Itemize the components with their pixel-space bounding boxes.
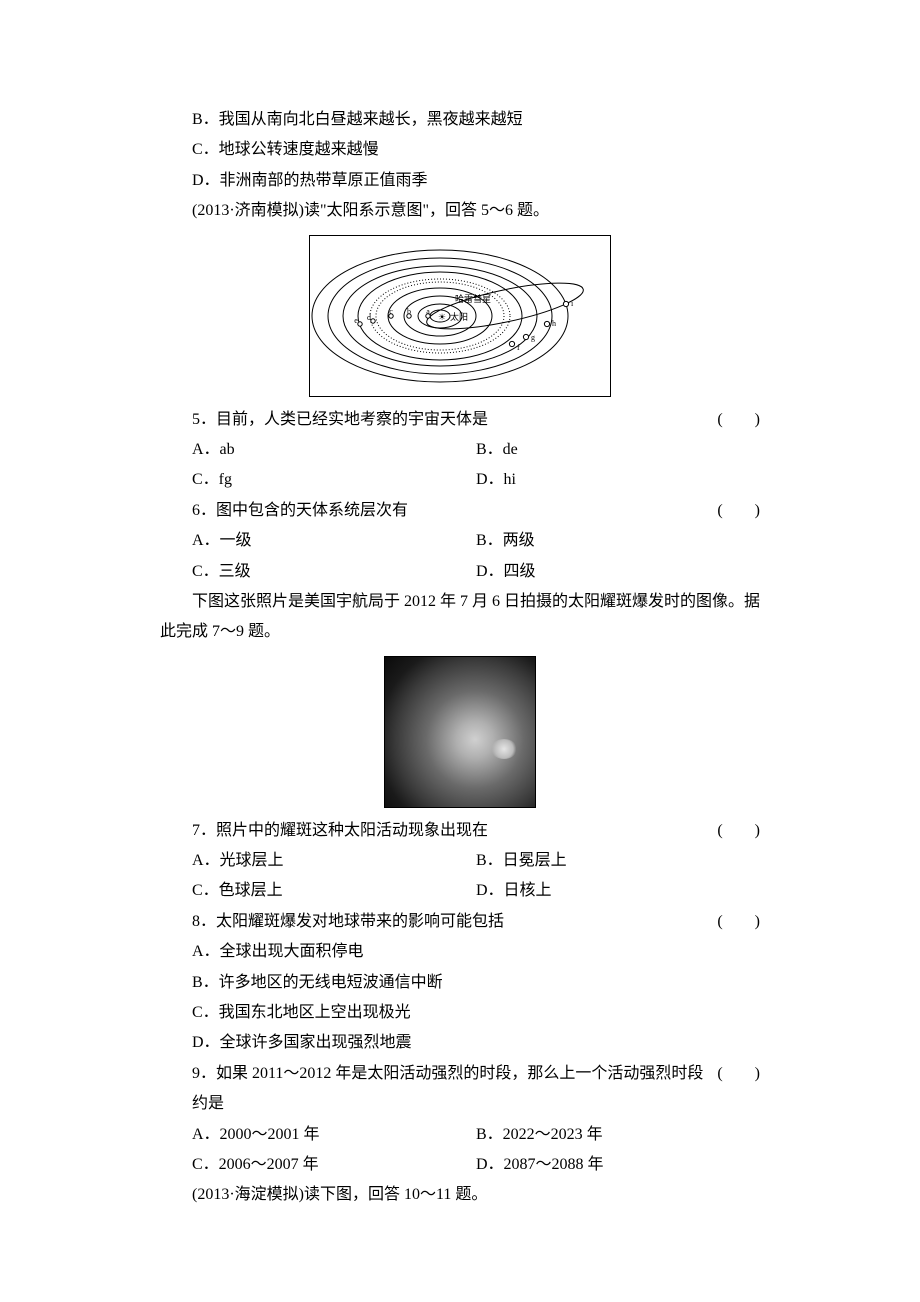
passage-intro: 下图这张照片是美国宇航局于 2012 年 7 月 6 日拍摄的太阳耀斑爆发时的图… <box>160 587 760 648</box>
option-d: D．四级 <box>476 557 760 587</box>
question-stem: 9．如果 2011～2012 年是太阳活动强烈的时段，那么上一个活动强烈时段约是 <box>160 1059 717 1120</box>
figure-sun-photo <box>160 656 760 808</box>
answer-blank: ( ) <box>717 405 760 435</box>
option-a: A．ab <box>192 435 476 465</box>
option-a: A．一级 <box>192 526 476 556</box>
option-b: B．日冕层上 <box>476 846 760 876</box>
solar-system-diagram: ☀ 太阳 哈雷彗星 a b c d e f <box>309 235 611 397</box>
figure-solar-system: ☀ 太阳 哈雷彗星 a b c d e f <box>160 235 760 397</box>
options-row: A．光球层上 B．日冕层上 <box>160 846 760 876</box>
options-row: A．ab B．de <box>160 435 760 465</box>
option-d: D．2087～2088 年 <box>476 1150 760 1180</box>
answer-blank: ( ) <box>717 907 760 937</box>
planet-label: b <box>407 307 411 316</box>
question-stem: 5．目前，人类已经实地考察的宇宙天体是 <box>160 405 717 435</box>
planet-label: g <box>531 333 535 342</box>
planet-label: e <box>354 316 358 325</box>
option-b: B．de <box>476 435 760 465</box>
planet-label: c <box>389 307 393 316</box>
question-stem: 7．照片中的耀斑这种太阳活动现象出现在 <box>160 816 717 846</box>
options-row: A．一级 B．两级 <box>160 526 760 556</box>
comet-label: 哈雷彗星 <box>455 293 491 304</box>
options-row: C．三级 D．四级 <box>160 557 760 587</box>
answer-blank: ( ) <box>717 496 760 526</box>
solar-system-svg: ☀ 太阳 哈雷彗星 a b c d e f <box>310 236 610 396</box>
answer-blank: ( ) <box>717 1059 760 1089</box>
options-row: C．色球层上 D．日核上 <box>160 876 760 906</box>
option-c: C．fg <box>192 465 476 495</box>
question-6: 6．图中包含的天体系统层次有 ( ) <box>160 496 760 526</box>
option-d: D．hi <box>476 465 760 495</box>
option-a: A．光球层上 <box>192 846 476 876</box>
option-line: D．非洲南部的热带草原正值雨季 <box>160 166 760 196</box>
option-line: C．地球公转速度越来越慢 <box>160 135 760 165</box>
passage-intro: (2013·济南模拟)读"太阳系示意图"，回答 5～6 题。 <box>160 196 760 226</box>
option-c: C．三级 <box>192 557 476 587</box>
question-7: 7．照片中的耀斑这种太阳活动现象出现在 ( ) <box>160 816 760 846</box>
option-a: A．2000～2001 年 <box>192 1120 476 1150</box>
option-d: D．日核上 <box>476 876 760 906</box>
question-stem: 6．图中包含的天体系统层次有 <box>160 496 717 526</box>
question-9: 9．如果 2011～2012 年是太阳活动强烈的时段，那么上一个活动强烈时段约是… <box>160 1059 760 1120</box>
question-8: 8．太阳耀斑爆发对地球带来的影响可能包括 ( ) <box>160 907 760 937</box>
planet-label: h <box>552 319 556 328</box>
option-line: B．我国从南向北白昼越来越长，黑夜越来越短 <box>160 105 760 135</box>
planet-label: a <box>426 307 430 316</box>
option-b: B．许多地区的无线电短波通信中断 <box>160 968 760 998</box>
options-row: C．2006～2007 年 D．2087～2088 年 <box>160 1150 760 1180</box>
answer-blank: ( ) <box>717 816 760 846</box>
question-5: 5．目前，人类已经实地考察的宇宙天体是 ( ) <box>160 405 760 435</box>
exam-page: B．我国从南向北白昼越来越长，黑夜越来越短 C．地球公转速度越来越慢 D．非洲南… <box>0 0 920 1302</box>
option-b: B．两级 <box>476 526 760 556</box>
options-row: C．fg D．hi <box>160 465 760 495</box>
option-d: D．全球许多国家出现强烈地震 <box>160 1028 760 1058</box>
sun-label: 太阳 <box>450 311 468 322</box>
option-c: C．2006～2007 年 <box>192 1150 476 1180</box>
option-b: B．2022～2023 年 <box>476 1120 760 1150</box>
option-c: C．我国东北地区上空出现极光 <box>160 998 760 1028</box>
option-a: A．全球出现大面积停电 <box>160 937 760 967</box>
planet-label: f <box>517 343 520 352</box>
passage-intro: (2013·海淀模拟)读下图，回答 10～11 题。 <box>160 1180 760 1210</box>
sun-symbol: ☀ <box>438 312 446 322</box>
question-stem: 8．太阳耀斑爆发对地球带来的影响可能包括 <box>160 907 717 937</box>
planet-label: d <box>367 313 371 322</box>
sun-photo <box>384 656 536 808</box>
option-c: C．色球层上 <box>192 876 476 906</box>
options-row: A．2000～2001 年 B．2022～2023 年 <box>160 1120 760 1150</box>
